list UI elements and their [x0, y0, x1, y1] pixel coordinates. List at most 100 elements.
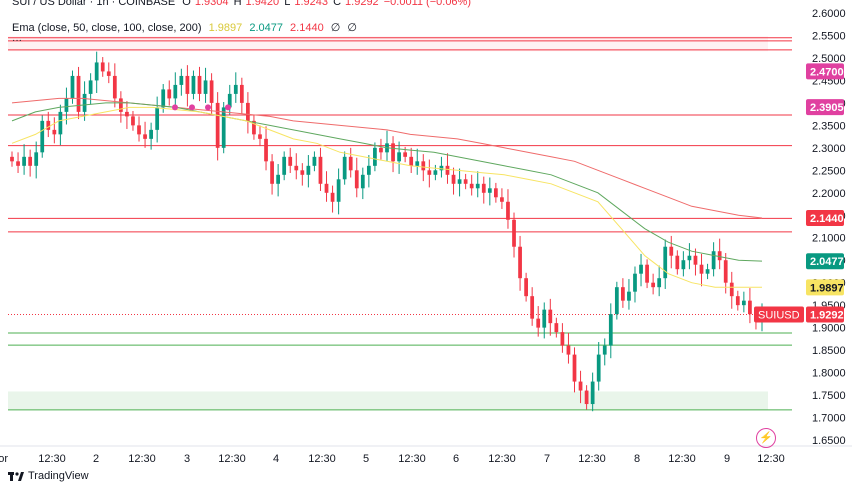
candle-body-48 — [300, 170, 305, 175]
open-label: O — [182, 0, 191, 8]
candle-body-90 — [554, 323, 559, 333]
candle-body-65 — [403, 152, 408, 157]
candle-body-69 — [427, 170, 432, 175]
candle-body-10 — [70, 75, 75, 99]
y-tick-label-17: 1.7500 — [812, 390, 846, 402]
candle-body-87 — [536, 318, 541, 328]
candle-body-12 — [82, 93, 87, 112]
x-tick-label-8: 5 — [363, 453, 369, 465]
candle-body-3 — [28, 156, 33, 166]
candle-body-58 — [360, 174, 365, 189]
candle-body-43 — [270, 161, 274, 184]
ema-empty-value-1: ∅ — [330, 22, 341, 34]
candle-body-103 — [633, 273, 637, 292]
candle-body-44 — [276, 174, 281, 184]
x-tick-label-3: 12:30 — [128, 453, 156, 465]
price-label-2: 2.1440 — [810, 213, 844, 225]
y-tick-label-6: 2.3000 — [812, 143, 846, 155]
candle-body-82 — [506, 201, 510, 220]
candle-body-36 — [227, 93, 232, 108]
candle-body-102 — [627, 291, 631, 301]
candle-body-27 — [173, 84, 178, 99]
candle-body-71 — [439, 165, 444, 171]
symbol-title[interactable]: SUI / US Dollar · 1h · COINBASE — [12, 0, 176, 8]
candle-body-84 — [518, 246, 522, 279]
y-tick-label-14: 1.9000 — [812, 323, 846, 335]
candle-body-81 — [500, 197, 504, 202]
ema50-line — [11, 106, 762, 288]
candle-body-117 — [717, 251, 722, 261]
change-value: −0.0011 (−0.06%) — [383, 0, 471, 8]
price-label-box-2 — [806, 209, 844, 226]
candle-body-114 — [699, 264, 704, 274]
candle-body-67 — [415, 161, 420, 166]
candle-body-64 — [397, 152, 401, 162]
candle-body-101 — [621, 287, 625, 301]
y-tick-label-16: 1.8000 — [812, 368, 846, 380]
price-label-box-4 — [806, 279, 844, 296]
high-value: 1.9420 — [245, 0, 280, 8]
candle-body-14 — [94, 62, 99, 81]
candle-body-92 — [566, 345, 571, 355]
candle-body-8 — [58, 111, 63, 135]
candle-body-72 — [445, 165, 450, 175]
symbol-tag: SUIUSD — [758, 310, 800, 322]
price-label-4: 1.9897 — [810, 282, 844, 294]
candle-body-115 — [705, 269, 710, 274]
candle-body-73 — [451, 174, 456, 184]
ema100-value: 2.0477 — [249, 22, 283, 34]
candle-body-37 — [233, 84, 238, 94]
x-tick-label-16: 9 — [724, 453, 730, 465]
candle-body-11 — [76, 75, 81, 112]
candle-body-35 — [221, 107, 226, 148]
more-indicators-button[interactable]: ··· — [12, 35, 22, 46]
candle-body-51 — [318, 156, 323, 184]
x-tick-label-11: 12:30 — [488, 453, 516, 465]
ema-cross-marker-3 — [225, 104, 231, 111]
tradingview-logo-icon — [8, 471, 24, 481]
candle-body-96 — [590, 381, 595, 405]
candle-body-88 — [542, 309, 547, 328]
y-tick-label-8: 2.2000 — [812, 188, 846, 200]
candle-body-25 — [161, 89, 166, 108]
candle-body-98 — [602, 345, 607, 355]
candle-body-55 — [342, 156, 347, 180]
candle-body-49 — [306, 165, 311, 175]
y-tick-label-5: 2.3500 — [812, 120, 846, 132]
x-tick-label-15: 12:30 — [668, 453, 696, 465]
candle-body-78 — [481, 183, 486, 193]
candle-body-95 — [584, 390, 589, 405]
candle-body-16 — [106, 71, 111, 76]
x-tick-label-12: 7 — [544, 453, 550, 465]
candle-body-20 — [131, 116, 135, 126]
candle-body-120 — [735, 296, 740, 306]
candle-body-52 — [324, 183, 329, 193]
ema-cross-marker-0 — [172, 104, 178, 111]
candle-body-5 — [40, 120, 45, 153]
candle-body-24 — [155, 107, 160, 130]
candle-body-47 — [294, 165, 299, 171]
candle-body-15 — [100, 62, 105, 72]
candle-body-31 — [197, 75, 202, 94]
candle-body-6 — [46, 120, 51, 130]
candle-body-21 — [137, 125, 141, 135]
candle-body-1 — [16, 161, 20, 166]
candle-body-121 — [741, 300, 746, 306]
y-tick-label-15: 1.8500 — [812, 345, 846, 357]
candle-body-113 — [693, 255, 698, 265]
x-tick-label-9: 12:30 — [398, 453, 426, 465]
brand-name: TradingView — [28, 470, 89, 482]
candle-body-89 — [548, 309, 553, 324]
lightning-icon[interactable]: ⚡ — [756, 428, 776, 448]
candle-body-77 — [475, 183, 480, 189]
candle-body-74 — [457, 179, 462, 184]
ema-indicator-name[interactable]: Ema (close, 50, close, 100, close, 200) — [12, 22, 202, 34]
candle-body-112 — [687, 255, 692, 261]
candle-body-7 — [52, 129, 57, 135]
candle-body-60 — [373, 147, 377, 166]
candle-body-70 — [433, 170, 438, 175]
ema-legend[interactable]: Ema (close, 50, close, 100, close, 200) … — [12, 21, 361, 34]
zone-0 — [8, 36, 768, 52]
price-label-box-3 — [806, 253, 844, 270]
